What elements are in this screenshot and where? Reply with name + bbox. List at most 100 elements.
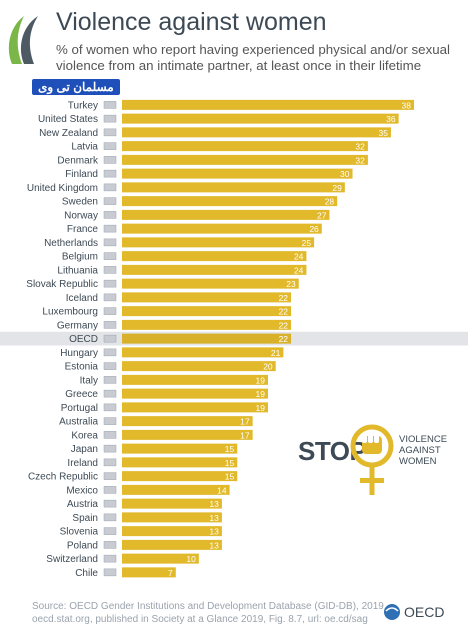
category-label-slovenia: Slovenia <box>60 527 99 538</box>
flag-icon-iceland <box>103 293 117 302</box>
value-label-mexico: 14 <box>217 485 227 495</box>
source-note: Source: OECD Gender Institutions and Dev… <box>32 600 392 626</box>
flag-icon-korea <box>103 431 117 439</box>
bar-turkey <box>122 99 414 110</box>
value-label-new-zealand: 35 <box>378 128 388 138</box>
category-label-sweden: Sweden <box>62 197 98 208</box>
flag-icon-lithuania <box>103 266 117 274</box>
flag-icon-united-states <box>103 114 117 123</box>
flag-icon-mexico <box>103 486 117 494</box>
value-label-latvia: 32 <box>355 142 365 152</box>
category-label-germany: Germany <box>57 320 98 331</box>
tagline-line-3: WOMEN <box>399 456 437 467</box>
category-label-hungary: Hungary <box>60 348 98 359</box>
flag-icon-estonia <box>103 362 117 370</box>
value-label-chile: 7 <box>168 568 173 578</box>
flag-icon-italy <box>103 376 117 384</box>
value-label-united-kingdom: 29 <box>332 183 342 193</box>
value-label-portugal: 19 <box>256 403 266 413</box>
category-label-switzerland: Switzerland <box>46 554 98 565</box>
flag-icon-portugal <box>103 403 117 412</box>
bar-czech-republic <box>122 471 238 482</box>
flag-icon-switzerland <box>103 554 117 563</box>
category-label-estonia: Estonia <box>65 362 99 373</box>
bar-greece <box>122 388 268 399</box>
flag-icon-latvia <box>103 142 117 150</box>
bar-finland <box>122 168 353 179</box>
bar-denmark <box>122 154 368 165</box>
category-label-spain: Spain <box>72 513 98 524</box>
source-line-1: Source: OECD Gender Institutions and Dev… <box>32 601 387 612</box>
bar-slovak-republic <box>122 278 299 289</box>
category-label-czech-republic: Czech Republic <box>28 472 98 483</box>
flag-icon-oecd <box>103 334 117 343</box>
category-label-australia: Australia <box>59 417 98 428</box>
category-label-austria: Austria <box>67 499 99 510</box>
bar-mexico <box>122 484 230 495</box>
value-label-italy: 19 <box>256 375 266 385</box>
bar-slovenia <box>122 526 222 537</box>
flag-icon-spain <box>103 513 117 522</box>
value-label-hungary: 21 <box>271 348 281 358</box>
category-label-portugal: Portugal <box>61 403 98 414</box>
flag-icon-norway <box>103 211 117 219</box>
bar-chile <box>122 567 176 578</box>
tagline-line-2: AGAINST <box>399 445 441 456</box>
category-label-latvia: Latvia <box>71 142 98 153</box>
flag-icon-ireland <box>103 458 117 467</box>
category-label-new-zealand: New Zealand <box>39 128 98 139</box>
bar-japan <box>122 443 238 454</box>
bar-united-states <box>122 113 399 124</box>
value-label-sweden: 28 <box>325 197 335 207</box>
bar-netherlands <box>122 237 315 248</box>
flag-icon-sweden <box>103 197 117 205</box>
chart-title: Violence against women <box>56 8 327 36</box>
category-label-turkey: Turkey <box>68 100 98 111</box>
category-label-korea: Korea <box>71 430 98 441</box>
category-label-greece: Greece <box>65 389 98 400</box>
value-label-slovak-republic: 23 <box>286 279 296 289</box>
flag-icon-united-kingdom <box>103 183 117 192</box>
bar-ireland <box>122 457 238 468</box>
value-label-switzerland: 10 <box>186 554 196 564</box>
category-label-belgium: Belgium <box>62 252 98 263</box>
flag-icon-luxembourg <box>103 307 117 315</box>
category-label-united-states: United States <box>38 114 98 125</box>
value-label-australia: 17 <box>240 417 250 427</box>
campaign-tagline: VIOLENCE AGAINST WOMEN <box>399 434 447 467</box>
value-label-poland: 13 <box>209 540 219 550</box>
flag-icon-belgium <box>103 252 117 260</box>
value-label-luxembourg: 22 <box>279 307 289 317</box>
oecd-brand-label: OECD <box>404 604 445 620</box>
value-label-greece: 19 <box>256 389 266 399</box>
bar-united-kingdom <box>122 182 345 193</box>
bar-germany <box>122 319 292 330</box>
value-label-estonia: 20 <box>263 362 273 372</box>
flag-icon-austria <box>103 499 117 508</box>
bar-australia <box>122 416 253 427</box>
watermark-label: مسلمان تی وی <box>32 79 120 95</box>
tagline-line-1: VIOLENCE <box>399 434 448 445</box>
bar-oecd <box>122 333 292 344</box>
value-label-slovenia: 13 <box>209 527 219 537</box>
bar-belgium <box>122 251 307 262</box>
category-label-france: France <box>67 224 99 235</box>
category-label-japan: Japan <box>71 444 98 455</box>
category-label-oecd: OECD <box>69 334 98 345</box>
value-label-france: 26 <box>309 224 319 234</box>
category-label-mexico: Mexico <box>66 485 98 496</box>
female-symbol-fist-icon <box>350 424 394 495</box>
bar-luxembourg <box>122 306 292 317</box>
flag-icon-australia <box>103 417 117 425</box>
flag-icon-netherlands <box>103 238 117 247</box>
bar-new-zealand <box>122 127 391 138</box>
value-label-united-states: 36 <box>386 114 396 124</box>
value-label-finland: 30 <box>340 169 350 179</box>
bar-austria <box>122 498 222 509</box>
flag-icon-slovak-republic <box>103 279 117 288</box>
flag-icon-finland <box>103 169 117 178</box>
value-label-lithuania: 24 <box>294 265 304 275</box>
value-label-turkey: 38 <box>402 100 412 110</box>
bar-poland <box>122 539 222 550</box>
value-label-norway: 27 <box>317 210 327 220</box>
